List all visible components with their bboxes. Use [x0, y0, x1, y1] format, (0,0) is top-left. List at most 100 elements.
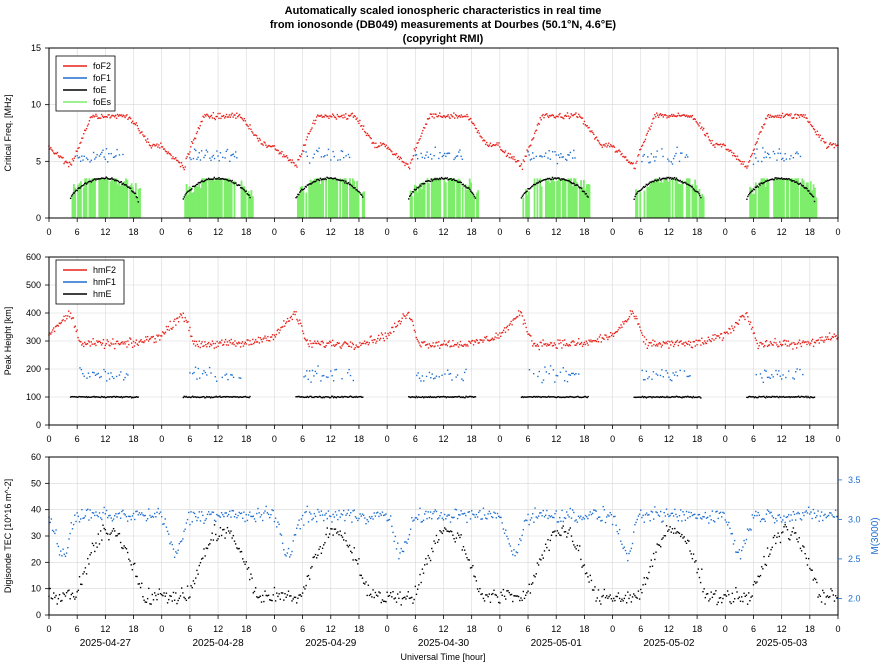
- hmF2-point: [487, 339, 490, 342]
- hmF2-point: [713, 339, 715, 341]
- hmF1-point: [432, 377, 435, 380]
- hmF2-point: [49, 332, 51, 334]
- hmE-point: [109, 396, 111, 398]
- foE-point: [640, 188, 643, 191]
- foEs-bar: [216, 178, 219, 218]
- m3000-point: [509, 545, 512, 547]
- foE-point: [699, 194, 701, 197]
- m3000-point: [392, 531, 394, 534]
- hmF2-point: [784, 343, 787, 345]
- foE-point: [90, 181, 92, 183]
- hmF2-point: [590, 339, 592, 341]
- hmE-point: [464, 396, 466, 399]
- foF2-point: [523, 160, 525, 163]
- foF2-point: [739, 160, 742, 163]
- panel1-y-axis-label: Critical Freq. [MHz]: [3, 94, 13, 171]
- hmF1-point: [97, 372, 100, 375]
- foE-point: [548, 177, 551, 180]
- foF2-point: [114, 116, 116, 118]
- foF2-point: [505, 155, 508, 158]
- m3000-point: [335, 514, 338, 516]
- tec-point: [407, 591, 409, 593]
- foE-point: [442, 178, 445, 180]
- foF2-point: [449, 117, 451, 119]
- m3000-point: [524, 519, 527, 521]
- hmF2-point: [621, 326, 623, 328]
- foE-point: [241, 187, 244, 189]
- tec-point: [303, 586, 305, 588]
- tec-point: [360, 574, 363, 577]
- hmF2-point: [797, 341, 800, 344]
- m3000-point: [602, 505, 604, 508]
- foEs-bar: [536, 178, 539, 218]
- foF2-point: [628, 161, 631, 163]
- foF2-point: [280, 152, 282, 155]
- m3000-point: [404, 541, 406, 543]
- tec-point: [499, 602, 501, 604]
- foE-point: [587, 196, 589, 198]
- tec-point: [138, 583, 141, 585]
- foF2-point: [122, 114, 124, 116]
- hmE-point: [420, 396, 422, 399]
- foF2-point: [564, 114, 567, 117]
- tec-point: [68, 589, 70, 591]
- tec-point: [180, 587, 183, 589]
- foE-point: [189, 189, 191, 191]
- foF2-point: [176, 159, 179, 162]
- hmF2-point: [93, 343, 95, 345]
- foF1-point: [685, 154, 688, 156]
- hmF2-point: [423, 341, 425, 343]
- hmE-point: [676, 395, 679, 398]
- foF2-point: [408, 167, 411, 170]
- hmF1-point: [537, 375, 539, 378]
- hmE-point: [104, 396, 107, 399]
- foF2-point: [649, 128, 651, 131]
- m3000-point: [311, 519, 313, 521]
- foEs-bar: [225, 178, 227, 218]
- m3000-point: [469, 518, 472, 520]
- tec-point: [384, 600, 386, 603]
- m3000-point: [688, 511, 690, 513]
- hmF2-point: [103, 347, 106, 350]
- tec-point: [609, 594, 611, 596]
- hmF1-point: [321, 375, 324, 377]
- foEs-bar: [814, 187, 816, 218]
- hmE-point: [134, 396, 137, 399]
- foF2-point: [582, 123, 585, 125]
- foF2-point: [74, 155, 76, 157]
- foF2-point: [352, 116, 355, 118]
- foF2-point: [599, 143, 602, 146]
- foE-point: [660, 178, 663, 180]
- foEs-bar: [305, 192, 308, 218]
- foF2-point: [318, 115, 321, 117]
- foF1-point: [760, 160, 763, 163]
- m3000-point: [421, 520, 424, 523]
- hmE-point: [346, 396, 348, 398]
- m3000-point: [496, 512, 499, 515]
- hmE-point: [696, 396, 698, 399]
- foF2-point: [164, 150, 167, 152]
- tec-point: [280, 592, 283, 594]
- foF2-point: [442, 115, 445, 117]
- m3000-point: [762, 518, 764, 520]
- foF2-point: [823, 140, 825, 143]
- foF1-point: [103, 156, 105, 158]
- hmE-point: [237, 396, 239, 398]
- foF1-point: [784, 152, 786, 155]
- hmF2-point: [643, 336, 646, 338]
- panel2-grid: [48, 256, 839, 426]
- m3000-point: [751, 514, 753, 516]
- foEs-bar: [115, 178, 118, 218]
- m3000-point: [702, 516, 704, 518]
- hmF2-point: [786, 345, 788, 347]
- foF2-point: [163, 148, 166, 150]
- hmE-point: [245, 396, 247, 398]
- tec-point: [813, 577, 816, 580]
- foE-point: [757, 186, 759, 188]
- foF2-point: [254, 134, 257, 136]
- foE-point: [791, 180, 793, 182]
- m3000-point: [280, 534, 283, 536]
- foF1-point: [562, 156, 564, 158]
- hmF2-point: [63, 315, 65, 318]
